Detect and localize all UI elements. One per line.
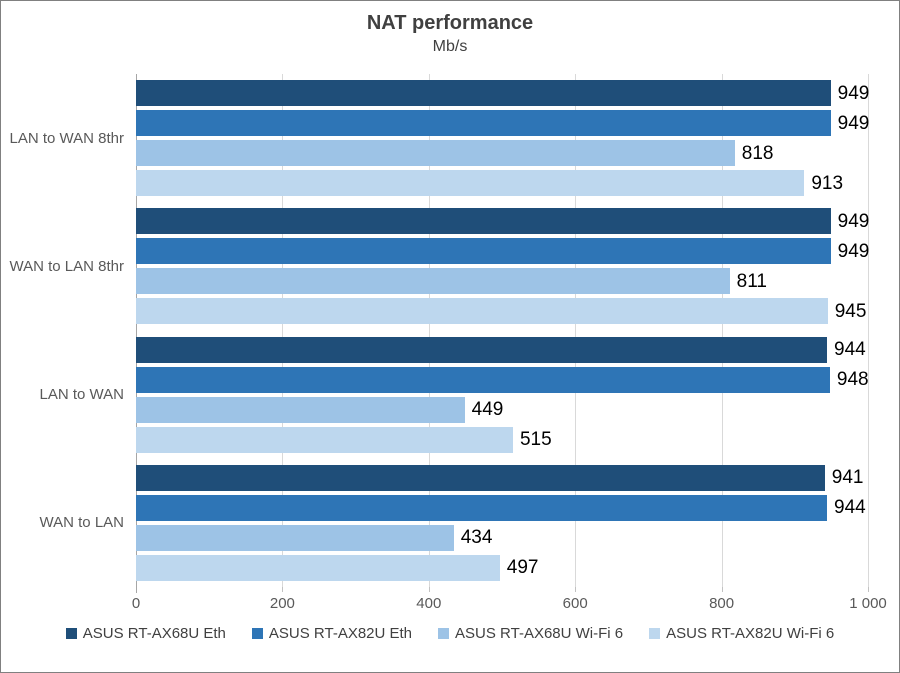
- gridline: [868, 74, 869, 587]
- bar-value-label: 913: [811, 172, 844, 194]
- gridline: [428, 74, 430, 587]
- legend-item: ASUS RT-AX68U Eth: [65, 625, 226, 642]
- bar: [136, 298, 828, 325]
- gridline: [282, 74, 284, 587]
- bar-group: 944 948 449 515: [136, 331, 869, 459]
- bar-group: 949 949 818 913: [136, 74, 870, 202]
- gridline: [721, 74, 723, 587]
- x-tick-mark: [428, 587, 430, 592]
- bar-row: 811: [136, 268, 868, 295]
- x-axis: 0 200 400 600 800 1 000: [132, 595, 887, 613]
- category-label: LAN to WAN 8thr: [9, 129, 124, 147]
- bar: [136, 366, 830, 393]
- bar: [136, 140, 735, 167]
- bar: [136, 110, 831, 137]
- bar-group: 941 944 434 497: [136, 459, 868, 587]
- bar-value-label: 949: [837, 210, 870, 232]
- x-tick-mark: [282, 587, 284, 592]
- x-tick-label: 0: [131, 595, 141, 612]
- legend-label: ASUS RT-AX82U Wi-Fi 6: [666, 625, 835, 642]
- bar-row: 818: [136, 140, 868, 167]
- bar: [136, 170, 805, 197]
- bar-value-label: 811: [736, 270, 767, 292]
- gridline: [575, 74, 577, 587]
- bar: [136, 494, 827, 521]
- legend-swatch: [649, 628, 661, 639]
- chart-subtitle: Mb/s: [432, 38, 468, 55]
- bar-row: 497: [136, 554, 868, 581]
- bar-row: 434: [136, 524, 868, 551]
- x-tick-label: 400: [416, 595, 442, 612]
- chart-title: NAT performance: [366, 12, 534, 34]
- bar-row: 941: [136, 464, 868, 491]
- x-tick-label: 600: [562, 595, 588, 612]
- category-axis: LAN to WAN 8thr WAN to LAN 8thr LAN to WAN…: [1, 74, 135, 587]
- bar: [136, 238, 831, 265]
- legend-item: ASUS RT-AX68U Wi-Fi 6: [438, 625, 623, 642]
- x-tick-mark: [575, 587, 577, 592]
- bar-value-label: 818: [741, 142, 774, 164]
- bar-row: 945: [136, 298, 868, 325]
- bar: [136, 426, 513, 453]
- legend-item: ASUS RT-AX82U Eth: [251, 625, 413, 642]
- category-label: WAN to LAN 8thr: [9, 257, 124, 275]
- x-tick-mark: [721, 587, 723, 592]
- bar-row: 913: [136, 170, 868, 197]
- legend-label: ASUS RT-AX68U Wi-Fi 6: [455, 625, 624, 642]
- bar-row: 949: [136, 208, 870, 235]
- bar: [136, 336, 827, 363]
- bar: [136, 396, 465, 423]
- bar-value-label: 945: [834, 300, 867, 322]
- bar-value-label: 434: [460, 527, 493, 549]
- category-label: WAN to LAN: [39, 514, 124, 532]
- bar-group: 949 949 811 945: [136, 202, 870, 330]
- bar-value-label: 949: [837, 112, 870, 134]
- bar-row: 949: [136, 80, 870, 107]
- bar: [136, 268, 730, 295]
- bar-value-label: 944: [834, 497, 866, 519]
- bar-value-label: 497: [506, 557, 539, 579]
- category-label: LAN to WAN: [39, 386, 124, 404]
- legend-label: ASUS RT-AX82U Eth: [268, 625, 413, 642]
- bar: [136, 208, 831, 235]
- plot-area: 949 949 818 913 949 949 811 945 944 948 449 515 941 9…: [136, 74, 870, 593]
- bar-row: 944: [136, 336, 868, 363]
- bar-value-label: 941: [831, 467, 864, 489]
- bar-row: 449: [136, 396, 868, 423]
- bar: [136, 554, 500, 581]
- bar-row: 949: [136, 110, 870, 137]
- bar-row: 944: [136, 494, 868, 521]
- x-tick-label: 1 000: [849, 595, 887, 612]
- legend-swatch: [251, 628, 263, 639]
- x-tick-label: 200: [269, 595, 295, 612]
- legend-swatch: [65, 628, 77, 639]
- legend-swatch: [438, 628, 450, 639]
- bar-value-label: 944: [834, 339, 866, 361]
- bar-row: 949: [136, 238, 870, 265]
- bar-groups: 949 949 818 913 949 949 811 945 944 948 449 515 941 9…: [136, 74, 870, 587]
- bar: [136, 524, 454, 551]
- legend: ASUS RT-AX68U Eth ASUS RT-AX82U Eth ASUS R…: [1, 625, 899, 642]
- bar-row: 515: [136, 426, 868, 453]
- bar-row: 948: [136, 366, 869, 393]
- value-axis-line: [136, 74, 137, 587]
- bar-value-label: 515: [519, 429, 552, 451]
- x-tick-mark: [868, 587, 869, 592]
- bar-value-label: 949: [837, 240, 870, 262]
- x-tick-label: 800: [709, 595, 735, 612]
- x-tick-mark: [136, 587, 137, 593]
- bar-value-label: 949: [837, 82, 870, 104]
- bar-value-label: 449: [471, 399, 504, 421]
- legend-item: ASUS RT-AX82U Wi-Fi 6: [649, 625, 834, 642]
- bar: [136, 464, 825, 491]
- legend-label: ASUS RT-AX68U Eth: [82, 625, 226, 642]
- bar: [136, 80, 831, 107]
- bar-value-label: 948: [836, 369, 869, 391]
